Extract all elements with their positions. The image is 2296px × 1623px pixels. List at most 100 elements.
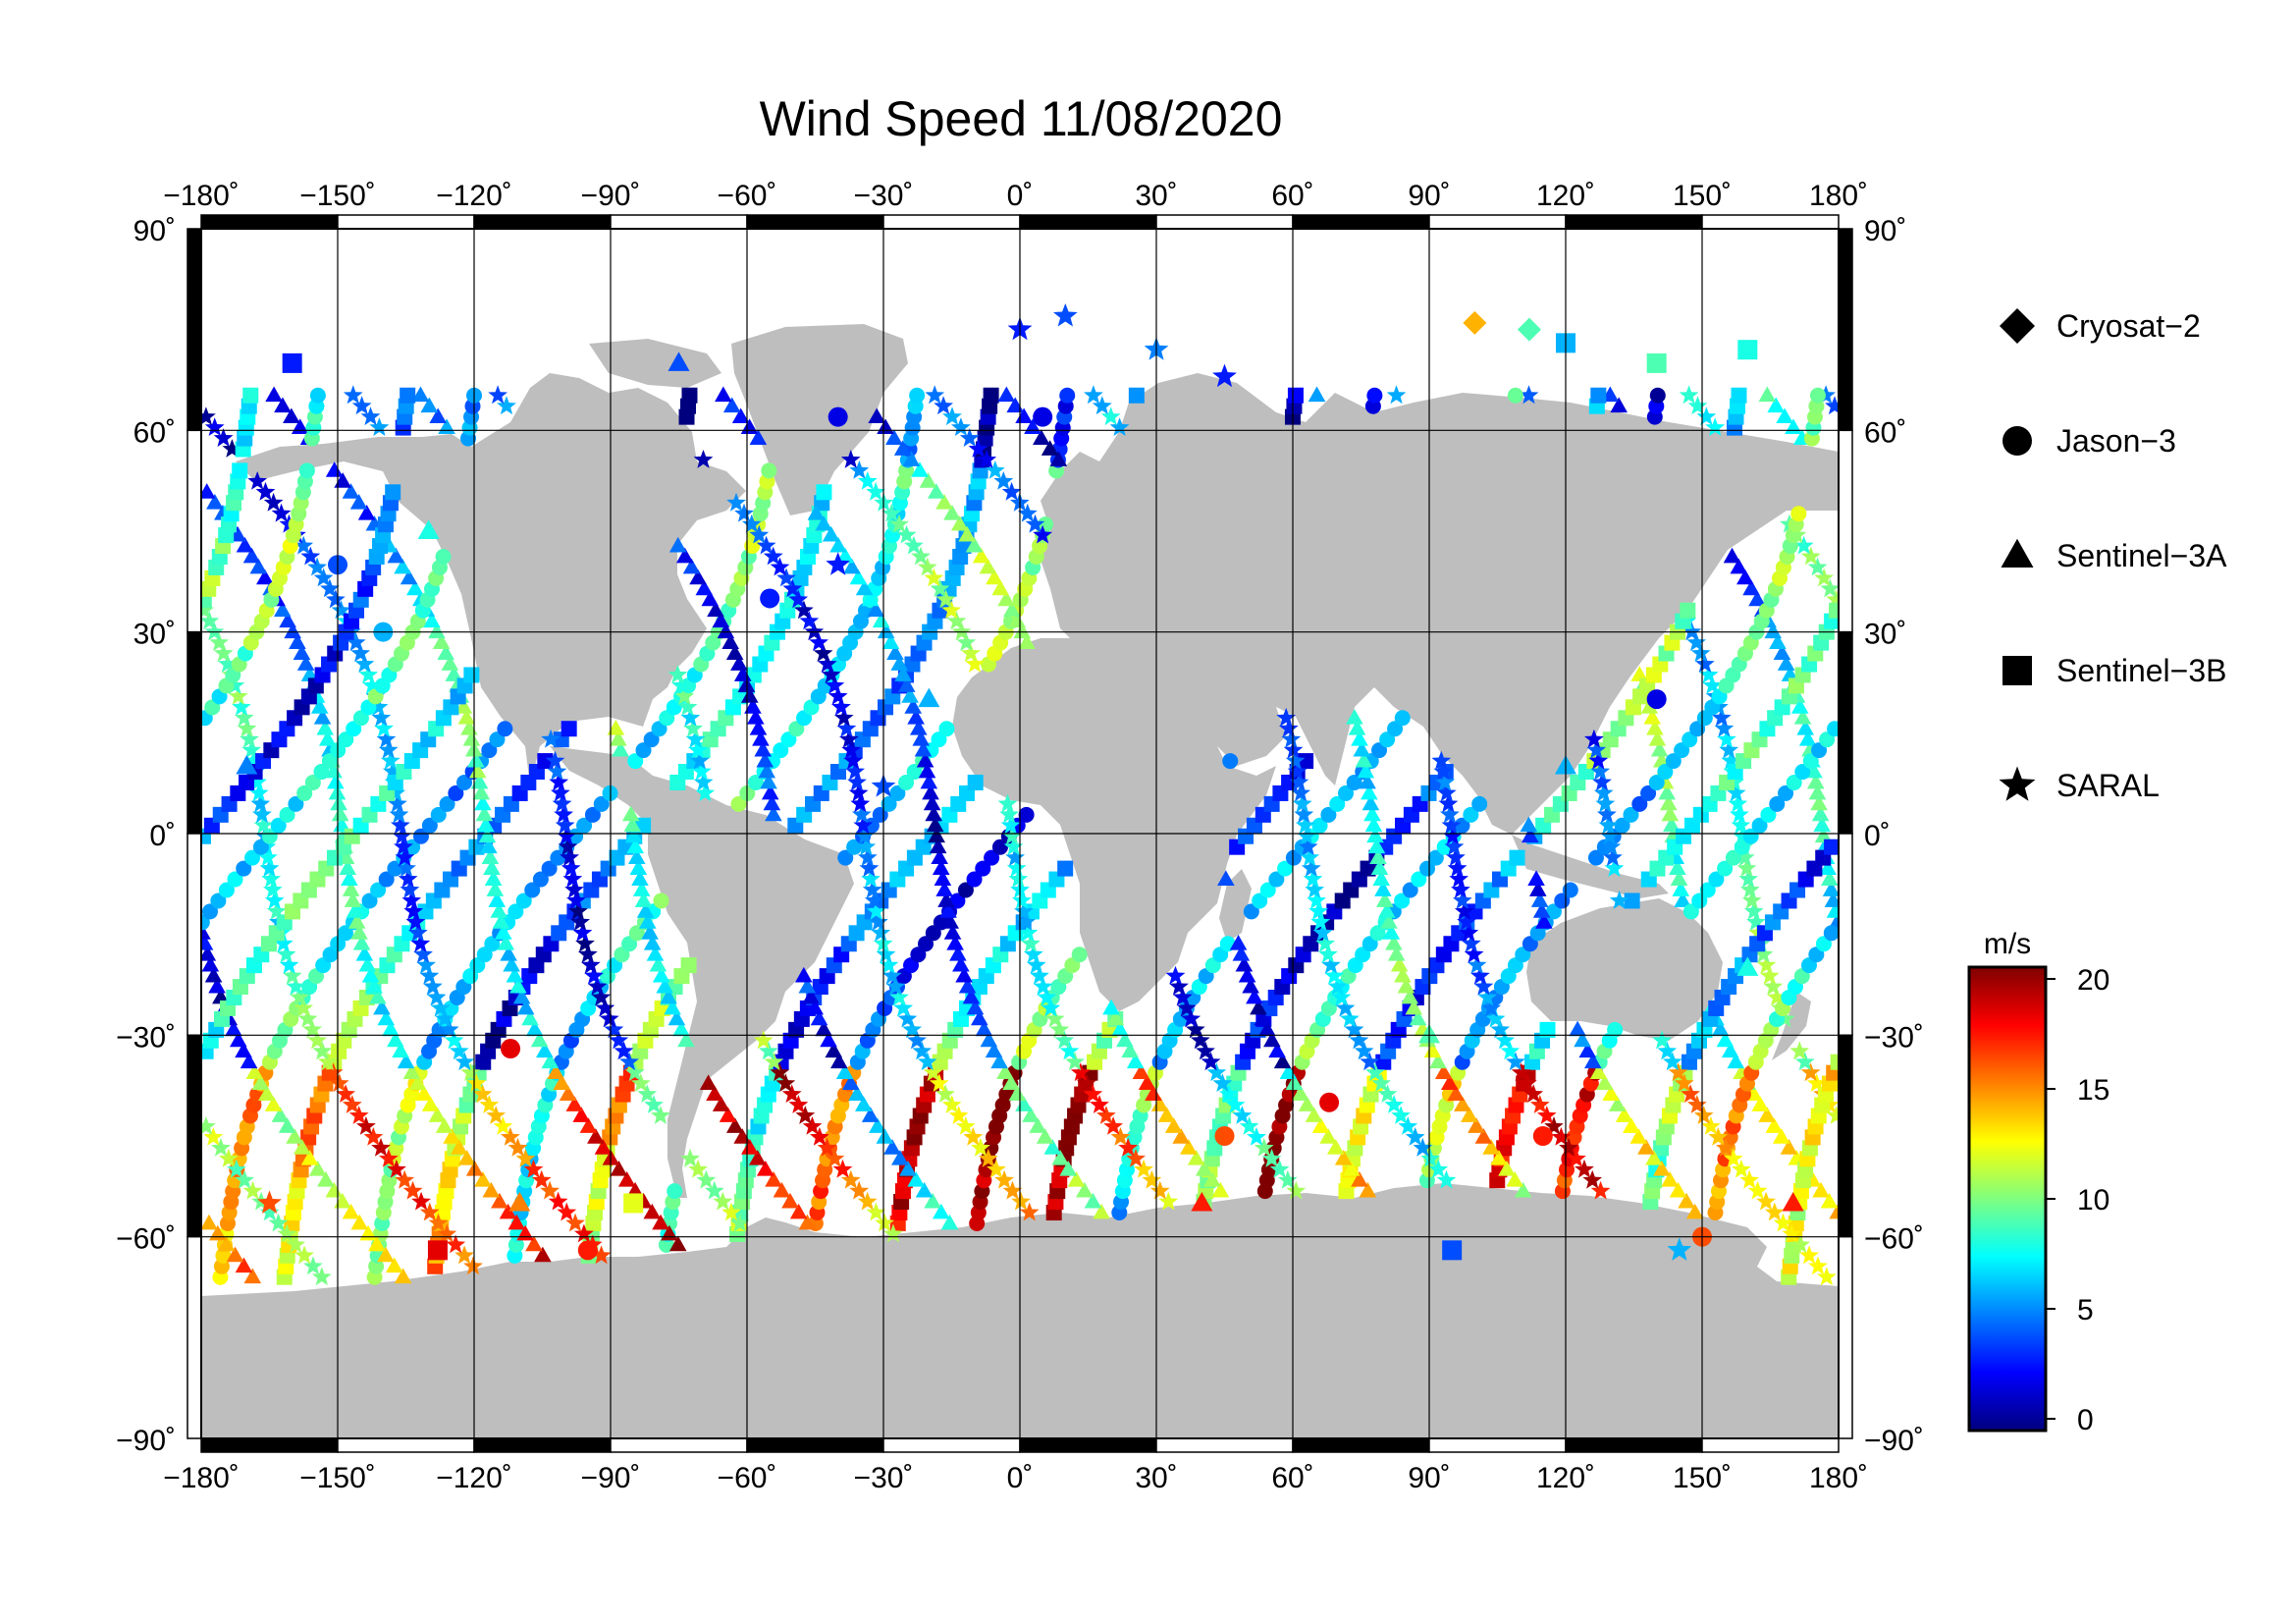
- track-point: [691, 761, 712, 781]
- track-point: [1732, 1159, 1751, 1178]
- track-point: [831, 696, 851, 716]
- track-point: [1222, 753, 1239, 770]
- track-point: [856, 837, 877, 856]
- track-point: [594, 1139, 613, 1155]
- track-point: [802, 1116, 823, 1135]
- track-point: [1172, 987, 1193, 1006]
- track-point: [492, 913, 510, 929]
- track-point: [559, 1085, 577, 1101]
- data-point-star: [826, 552, 850, 575]
- track-point: [1273, 1053, 1292, 1069]
- track-point: [802, 988, 820, 1004]
- track-point: [545, 750, 565, 770]
- track-point: [972, 547, 990, 564]
- lon-tick-label-top: 0˚: [1007, 180, 1034, 212]
- data-point-triangle: [1782, 1191, 1804, 1212]
- track-point: [541, 860, 558, 877]
- track-point: [1802, 753, 1819, 770]
- lon-tick-label-top: 60˚: [1271, 180, 1313, 212]
- track-point: [342, 1095, 362, 1113]
- track-point: [741, 514, 762, 533]
- track-point: [1387, 946, 1406, 961]
- track-point: [1206, 1062, 1227, 1082]
- track-point: [667, 1009, 686, 1026]
- track-point: [329, 1073, 349, 1092]
- frame-segment: [187, 1235, 202, 1439]
- track-point: [217, 1235, 236, 1252]
- track-point: [1583, 1053, 1602, 1069]
- track-point: [621, 805, 640, 822]
- track-point: [1366, 827, 1384, 843]
- track-point: [286, 1234, 306, 1254]
- track-point: [636, 902, 655, 918]
- track-point: [726, 492, 746, 512]
- track-point: [1217, 870, 1235, 886]
- track-point: [1411, 871, 1427, 888]
- chart-title: Wind Speed 11/08/2020: [759, 91, 1283, 146]
- track-point: [1590, 387, 1607, 404]
- track-point: [1630, 666, 1649, 681]
- track-point: [562, 869, 583, 888]
- track-point: [1402, 882, 1418, 898]
- track-point: [704, 1180, 724, 1200]
- track-point: [671, 676, 691, 694]
- track-point: [707, 601, 724, 618]
- track-point: [296, 655, 315, 671]
- track-point: [943, 924, 962, 940]
- track-point: [294, 535, 314, 555]
- track-point: [1646, 720, 1664, 735]
- track-point: [1338, 784, 1355, 801]
- track-point: [351, 396, 372, 415]
- track-point: [1390, 955, 1409, 972]
- track-point: [1482, 1139, 1500, 1155]
- track-point: [810, 1127, 829, 1146]
- data-point-triangle: [1736, 956, 1759, 976]
- data-point-triangle: [236, 755, 258, 775]
- track-point: [1648, 730, 1667, 746]
- track-point: [358, 955, 377, 972]
- data-point-triangle: [667, 352, 690, 371]
- track-point: [240, 729, 259, 748]
- track-point: [365, 977, 383, 994]
- track-point: [891, 1150, 909, 1165]
- track-point: [730, 795, 747, 812]
- track-point: [713, 1191, 733, 1211]
- track-point: [1121, 1042, 1139, 1058]
- track-point: [225, 676, 245, 694]
- track-point: [798, 977, 817, 994]
- track-point: [1471, 795, 1488, 812]
- track-point: [572, 922, 593, 942]
- track-point: [201, 1116, 216, 1135]
- lat-tick-label-left: 30˚: [133, 619, 176, 651]
- lon-tick-label-bottom: 60˚: [1271, 1462, 1313, 1494]
- track-point: [1674, 742, 1690, 759]
- track-point: [889, 987, 909, 1006]
- track-point: [765, 805, 782, 822]
- track-point: [236, 860, 252, 877]
- track-point: [432, 633, 451, 650]
- track-point: [342, 483, 360, 499]
- track-point: [454, 1245, 474, 1265]
- track-point: [1394, 966, 1412, 983]
- track-point: [1514, 1181, 1532, 1198]
- track-point: [914, 740, 933, 757]
- track-point: [983, 387, 999, 404]
- satellite-track: [201, 386, 1811, 1263]
- track-point: [839, 729, 859, 748]
- track-point: [297, 1008, 318, 1028]
- track-point: [557, 826, 576, 845]
- track-point: [1807, 557, 1828, 576]
- frame-segment: [1428, 1437, 1567, 1453]
- track-point: [631, 1073, 651, 1092]
- frame-segment: [187, 833, 202, 1037]
- track-point: [346, 632, 366, 651]
- track-point: [310, 698, 329, 714]
- track-point: [241, 739, 262, 759]
- track-point: [421, 817, 438, 834]
- track-point: [764, 1052, 784, 1071]
- track-point: [1103, 1116, 1123, 1135]
- lon-tick-label-top: −60˚: [718, 180, 777, 212]
- track-point: [794, 600, 814, 620]
- track-point: [279, 806, 295, 823]
